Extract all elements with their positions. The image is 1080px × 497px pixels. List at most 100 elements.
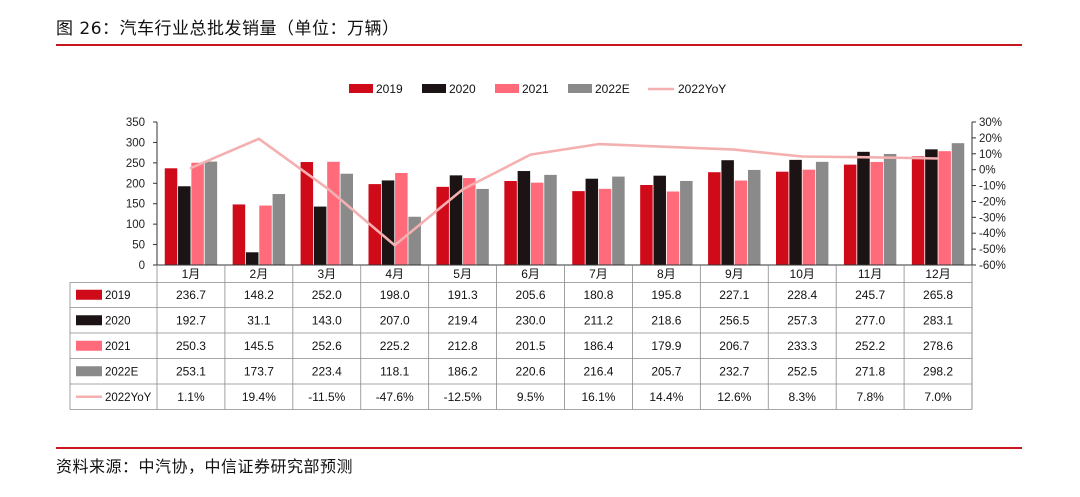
bar-2021-1 — [191, 162, 204, 265]
point-2022yoy-4 — [393, 244, 396, 247]
table-cell-2022yoy-7: 16.1% — [581, 390, 615, 404]
table-cell-2022e-12: 298.2 — [923, 364, 953, 378]
bar-2019-10 — [776, 171, 789, 265]
table-row-label-2019: 2019 — [105, 290, 131, 302]
bar-2022e-9 — [747, 169, 761, 265]
table-row-label-2022e: 2022E — [105, 366, 139, 378]
table-cell-2022yoy-2: 19.4% — [242, 390, 276, 404]
point-2022yoy-6 — [529, 153, 532, 156]
table-cell-2019-3: 252.0 — [312, 288, 342, 302]
table-cell-2021-9: 206.7 — [719, 339, 749, 353]
table-key-2021 — [76, 340, 102, 351]
y-left-tick-label: 150 — [126, 199, 145, 211]
legend-label-2022e: 2022E — [595, 82, 630, 96]
table-cell-2019-11: 245.7 — [855, 288, 885, 302]
table-cell-2022e-1: 253.1 — [176, 364, 206, 378]
table-cell-2021-12: 278.6 — [923, 339, 953, 353]
table-cell-2020-1: 192.7 — [176, 313, 206, 327]
bar-2019-11 — [843, 164, 857, 265]
y-left-tick-label: 50 — [132, 240, 145, 252]
y-left-tick-label: 0 — [139, 260, 145, 272]
bar-2019-6 — [504, 180, 517, 265]
y-left-tick-label: 250 — [126, 158, 145, 170]
x-tick-label-4: 4月 — [385, 267, 404, 281]
bar-2019-7 — [572, 191, 585, 265]
table-row-label-2020: 2020 — [105, 315, 131, 327]
table-cell-2020-11: 277.0 — [855, 313, 885, 327]
point-2022yoy-1 — [189, 166, 193, 170]
table-cell-2021-4: 225.2 — [380, 339, 410, 353]
legend-swatch-2020 — [422, 84, 446, 93]
table-cell-2019-2: 148.2 — [244, 288, 274, 302]
bar-2021-10 — [802, 169, 816, 265]
table-cell-2019-8: 195.8 — [651, 288, 681, 302]
y-left-tick-label: 350 — [126, 117, 145, 129]
bar-2020-12 — [925, 149, 938, 265]
table-key-2022e — [76, 366, 102, 377]
bar-2021-3 — [327, 161, 340, 265]
legend-swatch-2021 — [495, 84, 519, 93]
table-cell-2019-10: 228.4 — [787, 288, 817, 302]
bar-2021-7 — [598, 188, 612, 265]
table-cell-2022yoy-6: 9.5% — [517, 390, 545, 404]
point-2022yoy-2 — [257, 137, 261, 141]
table-cell-2022yoy-10: 8.3% — [789, 390, 817, 404]
bar-2020-10 — [789, 159, 802, 265]
table-key-2019 — [76, 289, 102, 300]
bar-2022e-4 — [408, 216, 421, 265]
table-cell-2021-2: 145.5 — [244, 339, 274, 353]
source-rule — [56, 447, 1022, 449]
table-cell-2022yoy-1: 1.1% — [177, 390, 205, 404]
y-left-tick-label: 200 — [126, 178, 145, 190]
bar-2021-6 — [530, 182, 544, 265]
x-tick-label-11: 11月 — [858, 267, 882, 281]
legend-label-2019: 2019 — [376, 82, 403, 96]
point-2022yoy-11 — [868, 156, 872, 159]
bar-2020-7 — [585, 178, 599, 265]
table-cell-2019-12: 265.8 — [923, 288, 953, 302]
point-2022yoy-12 — [936, 157, 940, 160]
table-cell-2020-9: 256.5 — [719, 313, 749, 327]
x-tick-label-6: 6月 — [521, 267, 540, 281]
table-cell-2022yoy-12: 7.0% — [924, 390, 952, 404]
bar-2021-9 — [734, 180, 748, 265]
x-tick-label-12: 12月 — [925, 267, 950, 281]
chart-header: 图 26：汽车行业总批发销量（单位：万辆） — [56, 14, 1022, 44]
x-tick-label-1: 1月 — [182, 267, 201, 281]
chart-title: 图 26：汽车行业总批发销量（单位：万辆） — [56, 19, 400, 39]
table-cell-2021-8: 179.9 — [651, 339, 681, 353]
line-2022yoy — [189, 137, 940, 247]
table-cell-2021-5: 212.8 — [448, 339, 478, 353]
table-cell-2022yoy-3: -11.5% — [308, 390, 345, 404]
table-cell-2022e-9: 232.7 — [719, 364, 749, 378]
table-cell-2020-5: 219.4 — [448, 313, 478, 327]
bar-2020-5 — [449, 175, 463, 265]
bar-2019-9 — [708, 172, 721, 265]
table-cell-2021-7: 186.4 — [583, 339, 613, 353]
bar-2021-5 — [463, 178, 476, 265]
table-cell-2019-5: 191.3 — [448, 288, 478, 302]
legend-swatch-2019 — [349, 84, 373, 93]
bar-2022e-3 — [340, 173, 353, 265]
table-cell-2022yoy-5: -12.5% — [444, 390, 482, 404]
point-2022yoy-10 — [801, 155, 804, 158]
point-2022yoy-3 — [325, 186, 328, 190]
bar-2021-2 — [259, 205, 272, 265]
y-right-tick-label: 0% — [979, 165, 996, 177]
table-cell-2019-4: 198.0 — [380, 288, 410, 302]
table-cell-2022yoy-11: 7.8% — [856, 390, 884, 404]
bar-2022e-10 — [815, 161, 829, 265]
y-right-tick-label: 20% — [979, 133, 1002, 145]
bar-2020-1 — [178, 186, 191, 265]
table-cell-2020-10: 257.3 — [787, 313, 817, 327]
table-cell-2021-11: 252.2 — [855, 339, 885, 353]
y-right-tick-label: -20% — [979, 196, 1006, 208]
legend-label-2021: 2021 — [522, 82, 549, 96]
bar-2021-12 — [938, 151, 951, 265]
table-cell-2020-8: 218.6 — [651, 313, 681, 327]
table-cell-2022e-7: 216.4 — [583, 364, 613, 378]
bar-2019-8 — [640, 185, 653, 265]
y-right-tick-label: -10% — [979, 181, 1006, 193]
bar-2022e-2 — [272, 194, 286, 265]
